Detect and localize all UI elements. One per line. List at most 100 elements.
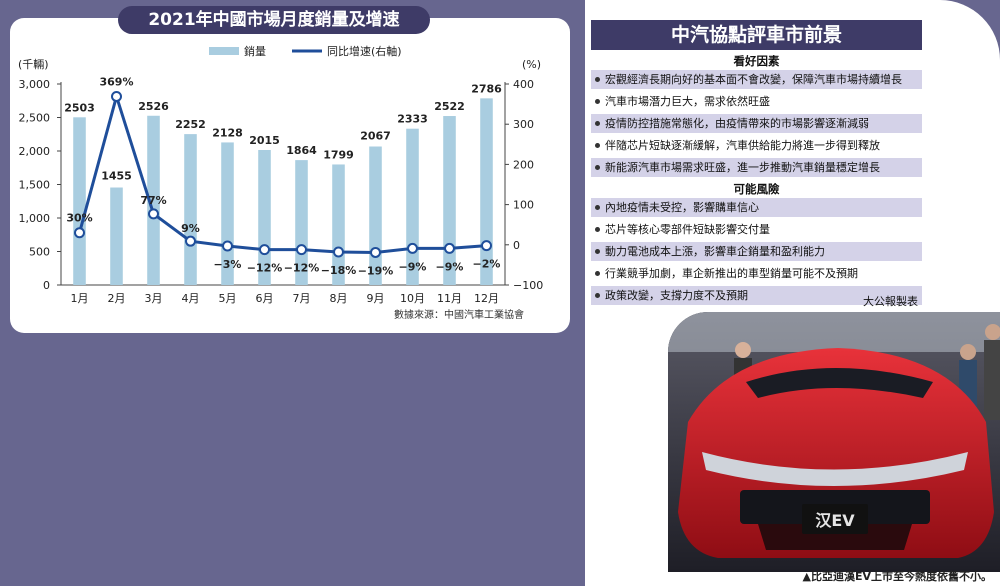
y-right-tick-label: −100	[513, 279, 543, 292]
x-tick-label: 6月	[256, 292, 274, 305]
bar-value-label: 1799	[323, 148, 354, 161]
bar-value-label: 2526	[138, 100, 169, 113]
bar-value-label: 2252	[175, 118, 206, 131]
bar	[184, 134, 197, 285]
bullet-icon	[595, 98, 600, 104]
bar	[73, 117, 86, 285]
sales-chart: 銷量 同比增速(右軸) (千輛) (%) 0 500 1,000 1,500 2,000 2,50…	[18, 44, 543, 321]
risk-item: 芯片等核心零部件短缺影響交付量	[591, 220, 922, 239]
bar	[480, 98, 493, 285]
y-left-unit: (千輛)	[18, 57, 49, 71]
good-factor-text: 宏觀經濟長期向好的基本面不會改變，保障汽車市場持續增長	[605, 73, 902, 86]
bullet-icon	[595, 164, 600, 170]
bar-value-label: 2522	[434, 100, 465, 113]
risk-item: 政策改變，支撐力度不及預期	[591, 286, 922, 305]
growth-value-label: 9%	[181, 222, 200, 235]
bar	[110, 187, 123, 285]
x-tick-label: 3月	[145, 292, 163, 305]
good-factor-item: 疫情防控措施常態化，由疫情帶來的市場影響逐漸減弱	[591, 114, 922, 133]
bullet-icon	[595, 76, 600, 82]
y-left-tick-label: 2,500	[19, 112, 51, 125]
y-left-tick-label: 500	[29, 246, 50, 259]
x-tick-label: 9月	[367, 292, 385, 305]
risk-text: 行業競爭加劇，車企新推出的車型銷量可能不及預期	[605, 267, 858, 280]
x-tick-label: 8月	[330, 292, 348, 305]
bar-value-label: 2503	[64, 101, 95, 114]
y-left-tick-label: 0	[43, 279, 50, 292]
x-tick-label: 4月	[182, 292, 200, 305]
growth-point	[259, 244, 270, 256]
growth-line	[78, 91, 487, 254]
good-factors-header: 看好因素	[733, 54, 780, 68]
x-tick-label: 7月	[293, 292, 311, 305]
bullet-icon	[595, 292, 600, 298]
risk-item: 動力電池成本上漲，影響車企銷量和盈利能力	[591, 242, 922, 261]
bar-value-label: 2015	[249, 134, 280, 147]
growth-value-label: −2%	[473, 258, 501, 271]
growth-point	[148, 208, 159, 220]
good-factor-text: 新能源汽車市場需求旺盛，進一步推動汽車銷量穩定增長	[605, 161, 880, 174]
growth-value-label: 30%	[66, 212, 92, 225]
growth-point	[222, 240, 233, 252]
growth-point	[296, 244, 307, 256]
growth-point	[185, 235, 196, 247]
bar-value-label: 2786	[471, 82, 502, 95]
legend-line-label: 同比增速(右軸)	[327, 44, 402, 58]
source-text: 數據來源：中國汽車工業協會	[394, 308, 524, 321]
growth-value-label: −12%	[284, 262, 320, 275]
chart-title: 2021年中國市場月度銷量及增速	[118, 6, 430, 34]
y-left-tick-label: 1,500	[19, 179, 51, 192]
bar-value-label: 2128	[212, 126, 243, 139]
x-tick-label: 1月	[71, 292, 89, 305]
growth-point	[407, 242, 418, 254]
bullet-icon	[595, 226, 600, 232]
growth-point	[444, 242, 455, 254]
good-factor-item: 汽車市場潛力巨大，需求依然旺盛	[591, 92, 922, 111]
risk-text: 政策改變，支撐力度不及預期	[605, 289, 748, 302]
bar-value-label: 1864	[286, 144, 317, 157]
bar	[147, 115, 160, 286]
risk-item: 內地疫情未受控，影響購車信心	[591, 198, 922, 217]
growth-value-label: −3%	[214, 258, 242, 271]
risk-text: 芯片等核心零部件短缺影響交付量	[605, 223, 770, 236]
credit-text: 大公報製表	[863, 295, 918, 308]
growth-value-label: −9%	[436, 260, 464, 273]
bar-value-label: 2067	[360, 130, 391, 143]
y-right-tick-label: 200	[513, 158, 534, 171]
growth-value-label: −19%	[358, 264, 394, 277]
good-factor-item: 新能源汽車市場需求旺盛，進一步推動汽車銷量穩定增長	[591, 158, 922, 177]
growth-value-label: −18%	[321, 264, 357, 277]
growth-point	[111, 90, 122, 102]
bar	[443, 116, 456, 285]
good-factor-item: 伴隨芯片短缺逐漸緩解，汽車供給能力將進一步得到釋放	[591, 136, 922, 155]
risk-text: 動力電池成本上漲，影響車企銷量和盈利能力	[605, 245, 825, 258]
risk-header: 可能風險	[733, 182, 780, 196]
bullet-icon	[595, 270, 600, 276]
x-tick-label: 5月	[219, 292, 237, 305]
bullet-icon	[595, 248, 600, 254]
y-right-tick-label: 400	[513, 78, 534, 91]
x-tick-label: 11月	[437, 292, 462, 305]
risk-text: 內地疫情未受控，影響購車信心	[605, 201, 759, 214]
x-tick-label: 2月	[108, 292, 126, 305]
bar-value-label: 1455	[101, 170, 132, 183]
growth-value-label: −12%	[247, 262, 283, 275]
y-left-tick-label: 1,000	[19, 212, 51, 225]
x-tick-label: 12月	[474, 292, 499, 305]
legend-bar-label: 銷量	[244, 44, 266, 58]
growth-point	[74, 227, 85, 239]
x-tick-label: 10月	[400, 292, 425, 305]
growth-point	[333, 246, 344, 258]
chart-panel	[10, 18, 570, 333]
bullet-icon	[595, 120, 600, 126]
y-right-tick-label: 0	[513, 239, 520, 252]
license-plate: 汉EV	[815, 511, 855, 530]
growth-value-label: 369%	[100, 75, 134, 88]
bullet-icon	[595, 142, 600, 148]
y-left-tick-label: 3,000	[19, 78, 51, 91]
good-factor-item: 宏觀經濟長期向好的基本面不會改變，保障汽車市場持續增長	[591, 70, 922, 89]
risk-item: 行業競爭加劇，車企新推出的車型銷量可能不及預期	[591, 264, 922, 283]
legend-bar-swatch	[209, 47, 239, 55]
good-factor-text: 伴隨芯片短缺逐漸緩解，汽車供給能力將進一步得到釋放	[605, 139, 880, 152]
growth-point	[481, 240, 492, 252]
